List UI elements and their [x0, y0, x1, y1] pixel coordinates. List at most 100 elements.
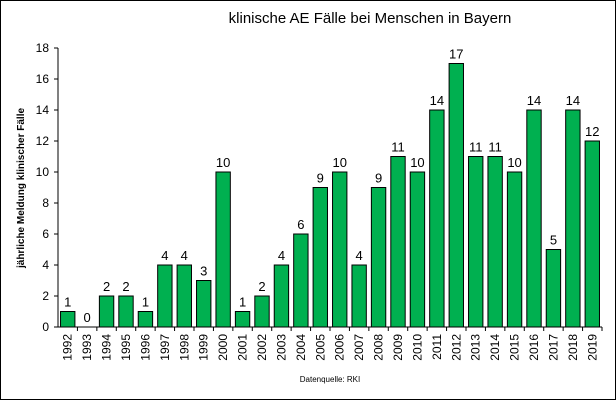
data-label: 9 — [317, 171, 324, 186]
x-axis: 1992 1993 1994 1995 1996 1997 1998 1999 2000 2001… — [58, 326, 603, 361]
data-label: 4 — [161, 248, 168, 263]
x-tick-label: 1993 — [80, 334, 94, 361]
y-tick-label: 16 — [36, 72, 50, 86]
data-label: 1 — [239, 295, 246, 310]
y-tick-label: 2 — [42, 289, 49, 303]
bar — [118, 295, 134, 328]
data-label: 2 — [103, 279, 110, 294]
x-tick-label: 2010 — [410, 334, 424, 361]
data-label: 11 — [391, 140, 405, 155]
bar — [332, 171, 348, 328]
data-label: 14 — [527, 93, 541, 108]
x-tick-label: 1998 — [177, 334, 191, 361]
data-label: 10 — [332, 155, 346, 170]
x-tick-label: 2013 — [469, 334, 483, 361]
bar — [312, 187, 328, 328]
data-label: 9 — [375, 171, 382, 186]
x-tick-label: 2014 — [488, 334, 502, 361]
y-tick-label: 0 — [42, 320, 49, 334]
y-tick-label: 6 — [42, 227, 49, 241]
source-note: Datenquelle: RKI — [300, 375, 360, 384]
x-tick-label: 2002 — [255, 334, 269, 361]
bar — [215, 171, 231, 328]
bar — [60, 311, 76, 328]
x-tick-label: 2016 — [527, 334, 541, 361]
data-label: 10 — [216, 155, 230, 170]
x-tick-label: 2005 — [313, 334, 327, 361]
bars — [60, 63, 600, 328]
bar — [273, 264, 290, 328]
bar — [137, 311, 154, 328]
chart-title: klinische AE Fälle bei Menschen in Bayer… — [229, 10, 512, 27]
y-tick-label: 8 — [42, 196, 49, 210]
bar — [487, 156, 503, 328]
bar — [429, 109, 445, 328]
y-tick-label: 10 — [36, 165, 50, 179]
x-tick-label: 2009 — [391, 334, 405, 361]
data-label: 11 — [488, 140, 502, 155]
y-tick-label: 14 — [36, 103, 50, 117]
bar — [409, 171, 426, 328]
x-tick-label: 2018 — [566, 334, 580, 361]
x-tick-label: 2000 — [216, 334, 230, 361]
data-label: 10 — [507, 155, 521, 170]
data-label: 1 — [142, 295, 149, 310]
x-tick-label: 2001 — [236, 334, 250, 361]
x-tick-label: 1999 — [197, 334, 211, 361]
x-tick-label: 1992 — [61, 334, 75, 361]
x-tick-label: 1994 — [100, 334, 114, 361]
x-tick-label: 2011 — [430, 334, 444, 360]
x-tick-label: 1996 — [138, 334, 152, 361]
bar — [584, 140, 600, 328]
data-label: 17 — [449, 47, 463, 62]
data-label: 3 — [200, 264, 207, 279]
y-axis-label: jährliche Meldung klinischer Fälle — [16, 108, 27, 269]
bar — [234, 311, 251, 328]
x-tick-label: 2007 — [352, 334, 366, 361]
data-label: 4 — [356, 248, 363, 263]
x-tick-label: 2017 — [546, 334, 560, 361]
x-tick-label: 2012 — [449, 334, 463, 361]
data-label: 14 — [430, 93, 444, 108]
y-tick-label: 18 — [36, 41, 50, 55]
data-label: 0 — [84, 310, 91, 325]
bar — [254, 295, 270, 328]
bar — [98, 295, 115, 328]
data-label: 2 — [258, 279, 265, 294]
bar — [468, 156, 484, 328]
bar — [293, 233, 309, 328]
data-label: 2 — [122, 279, 129, 294]
x-tick-label: 2015 — [508, 334, 522, 361]
y-axis: 0 2 4 6 8 10 12 14 16 18 — [36, 41, 59, 334]
bar — [176, 264, 192, 328]
data-label: 14 — [566, 93, 580, 108]
data-label: 6 — [297, 217, 304, 232]
x-tick-label: 2003 — [274, 334, 288, 361]
data-label: 5 — [550, 233, 557, 248]
x-tick-label: 2008 — [372, 334, 386, 361]
bar — [157, 264, 173, 328]
y-tick-label: 4 — [42, 258, 49, 272]
data-label: 1 — [64, 295, 71, 310]
x-tick-label: 2004 — [294, 334, 308, 361]
data-label: 10 — [410, 155, 424, 170]
bar — [448, 63, 464, 328]
bar — [351, 264, 367, 328]
bar — [196, 280, 212, 328]
bar — [545, 249, 562, 328]
bar — [390, 156, 406, 328]
data-label: 4 — [181, 248, 188, 263]
x-tick-label: 2019 — [585, 334, 599, 361]
y-tick-label: 12 — [36, 134, 50, 148]
data-label: 12 — [585, 124, 599, 139]
data-label: 11 — [469, 140, 483, 155]
bar — [370, 187, 387, 328]
x-tick-label: 1997 — [158, 334, 172, 361]
bar — [565, 109, 581, 328]
data-label: 4 — [278, 248, 285, 263]
x-tick-label: 1995 — [119, 334, 133, 361]
bar — [526, 109, 542, 328]
x-tick-label: 2006 — [333, 334, 347, 361]
